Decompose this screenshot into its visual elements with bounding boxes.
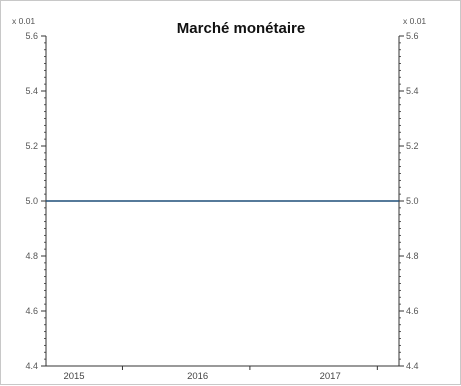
x-tick-label: 2015: [63, 371, 84, 382]
left-y-tick-label: 4.6: [25, 306, 38, 316]
left-y-tick-label: 5.6: [25, 31, 38, 41]
x-tick-label: 2016: [187, 371, 208, 382]
right-y-tick-label: 4.8: [406, 251, 419, 261]
x-tick-label: 2017: [320, 371, 341, 382]
right-y-tick-label: 5.0: [406, 196, 419, 206]
left-y-tick-label: 4.4: [25, 361, 38, 371]
left-y-tick-label: 4.8: [25, 251, 38, 261]
right-y-tick-label: 4.4: [406, 361, 419, 371]
axis-ticks: 4.4 4.4 4.6 4.6 4.8 4.8 5.0 5.0 5.2 5.2 5.4 5.4 5.6 5…: [25, 31, 418, 382]
right-y-tick-label: 5.4: [406, 86, 419, 96]
left-y-tick-label: 5.4: [25, 86, 38, 96]
right-axis-scale-note: x 0.01: [403, 16, 426, 26]
left-y-tick-label: 5.2: [25, 141, 38, 151]
right-y-tick-label: 4.6: [406, 306, 419, 316]
right-y-tick-label: 5.2: [406, 141, 419, 151]
chart-title: Marché monétaire: [177, 20, 305, 37]
left-axis-scale-note: x 0.01: [12, 16, 35, 26]
right-y-tick-label: 5.6: [406, 31, 419, 41]
left-y-tick-label: 5.0: [25, 196, 38, 206]
